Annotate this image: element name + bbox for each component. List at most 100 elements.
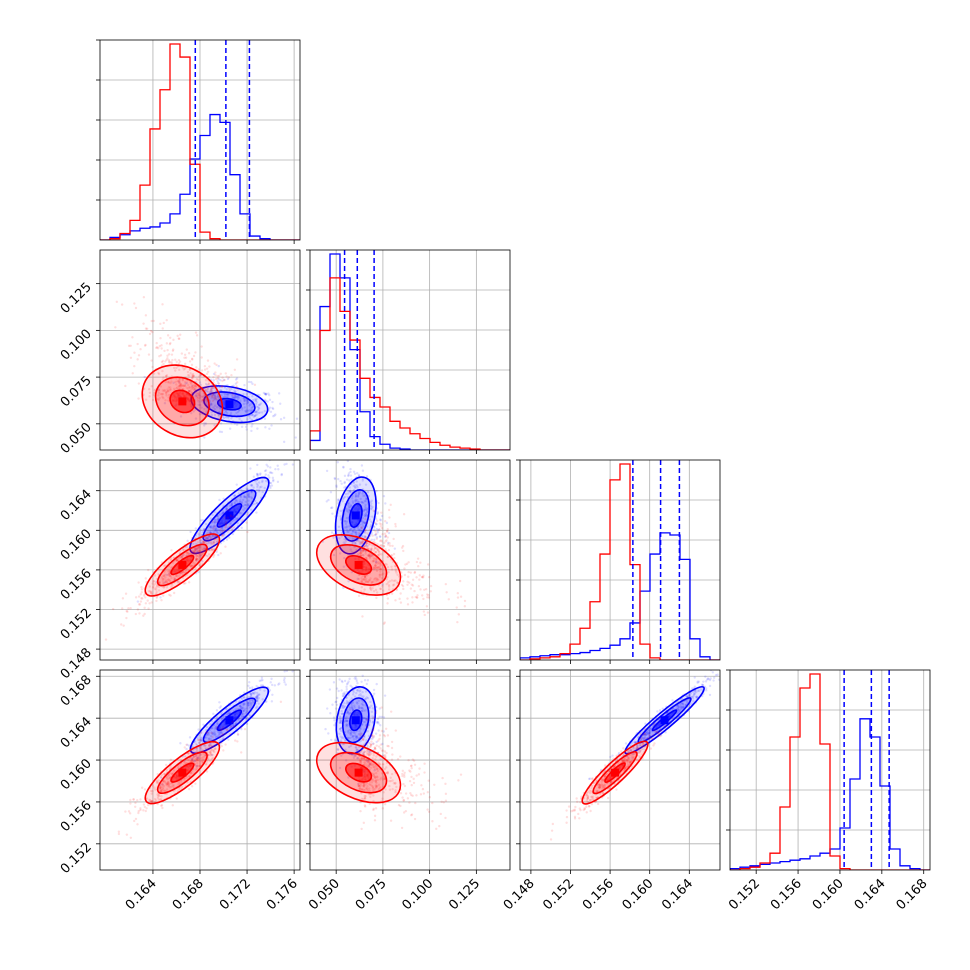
scatter-point [151,789,154,793]
scatter-point [360,526,363,530]
scatter-point [231,529,234,532]
scatter-point [419,588,422,591]
scatter-point [365,510,369,513]
scatter-point [157,391,161,394]
scatter-point [171,349,175,353]
scatter-point [394,522,397,526]
scatter-point [371,715,374,718]
scatter-point [213,396,217,399]
scatter-point [457,779,460,782]
scatter-point [145,327,149,331]
scatter-point [378,715,381,719]
scatter-point [235,385,238,388]
scatter-point [194,387,197,391]
scatter-point [194,758,197,761]
scatter-point [369,743,372,746]
scatter-point [357,782,360,785]
scatter-point [360,732,363,736]
scatter-point [368,518,371,521]
scatter-point [209,402,213,406]
scatter-point [205,390,208,393]
scatter-point [197,400,200,403]
scatter-point [233,501,237,504]
scatter-point [210,386,214,389]
scatter-point [360,797,364,800]
scatter-point [363,545,366,549]
scatter-point [339,479,342,483]
scatter-point [365,765,369,768]
scatter-point [366,532,370,535]
scatter-point [371,555,374,558]
scatter-point [687,693,691,697]
scatter-point [708,693,712,697]
scatter-point [132,798,135,801]
scatter-point [160,785,163,788]
scatter-point [411,584,415,587]
scatter-point [236,410,240,414]
scatter-point [381,797,384,800]
scatter-point [152,372,156,375]
scatter-point [230,504,234,507]
scatter-point [269,481,273,485]
scatter-point [222,378,226,382]
scatter-point [192,388,196,392]
scatter-point [696,680,699,683]
scatter-point [178,381,181,385]
scatter-point [374,786,378,789]
scatter-point [191,759,194,762]
scatter-point [375,522,378,526]
scatter-point [139,807,142,810]
scatter-point [359,551,362,554]
scatter-point [215,722,219,725]
scatter-point [177,337,181,340]
scatter-point [165,318,168,322]
panel-content [100,250,300,450]
scatter-point [367,536,371,540]
scatter-point [245,423,249,426]
scatter-point [645,731,649,734]
scatter-point [259,402,263,405]
scatter-point [213,393,217,397]
scatter-point [218,701,221,704]
scatter-point [360,500,363,504]
scatter-point [220,741,223,745]
scatter-point [168,342,172,346]
scatter-point [191,743,194,746]
scatter-point [357,694,361,697]
scatter-point [371,778,374,781]
scatter-point [362,821,366,825]
scatter-point [285,462,288,466]
scatter-point [359,693,362,696]
scatter-point [161,369,164,373]
scatter-point [157,798,161,801]
scatter-point [117,832,121,836]
scatter-point [351,693,355,696]
scatter-point [200,759,203,763]
scatter-point [160,804,163,807]
scatter-point [242,402,246,406]
scatter-point [419,561,422,564]
scatter-point [284,683,287,686]
scatter-point [364,521,367,525]
scatter-point [346,719,349,723]
scatter-point [210,413,214,417]
scatter-point [207,733,211,736]
scatter-point [155,586,158,589]
scatter-point [160,776,163,780]
scatter-point [172,348,175,351]
scatter-point [215,550,218,553]
scatter-point [363,679,367,682]
scatter-point [268,406,272,409]
scatter-point [358,501,361,504]
scatter-point [241,715,244,718]
scatter-point [375,523,378,526]
scatter-point [365,512,368,515]
scatter-point [244,425,248,429]
scatter-point [230,504,234,507]
scatter-point [164,380,167,384]
scatter-point [213,750,216,754]
panel-1-1 [306,249,511,454]
scatter-point [404,809,408,813]
scatter-point [189,372,192,375]
